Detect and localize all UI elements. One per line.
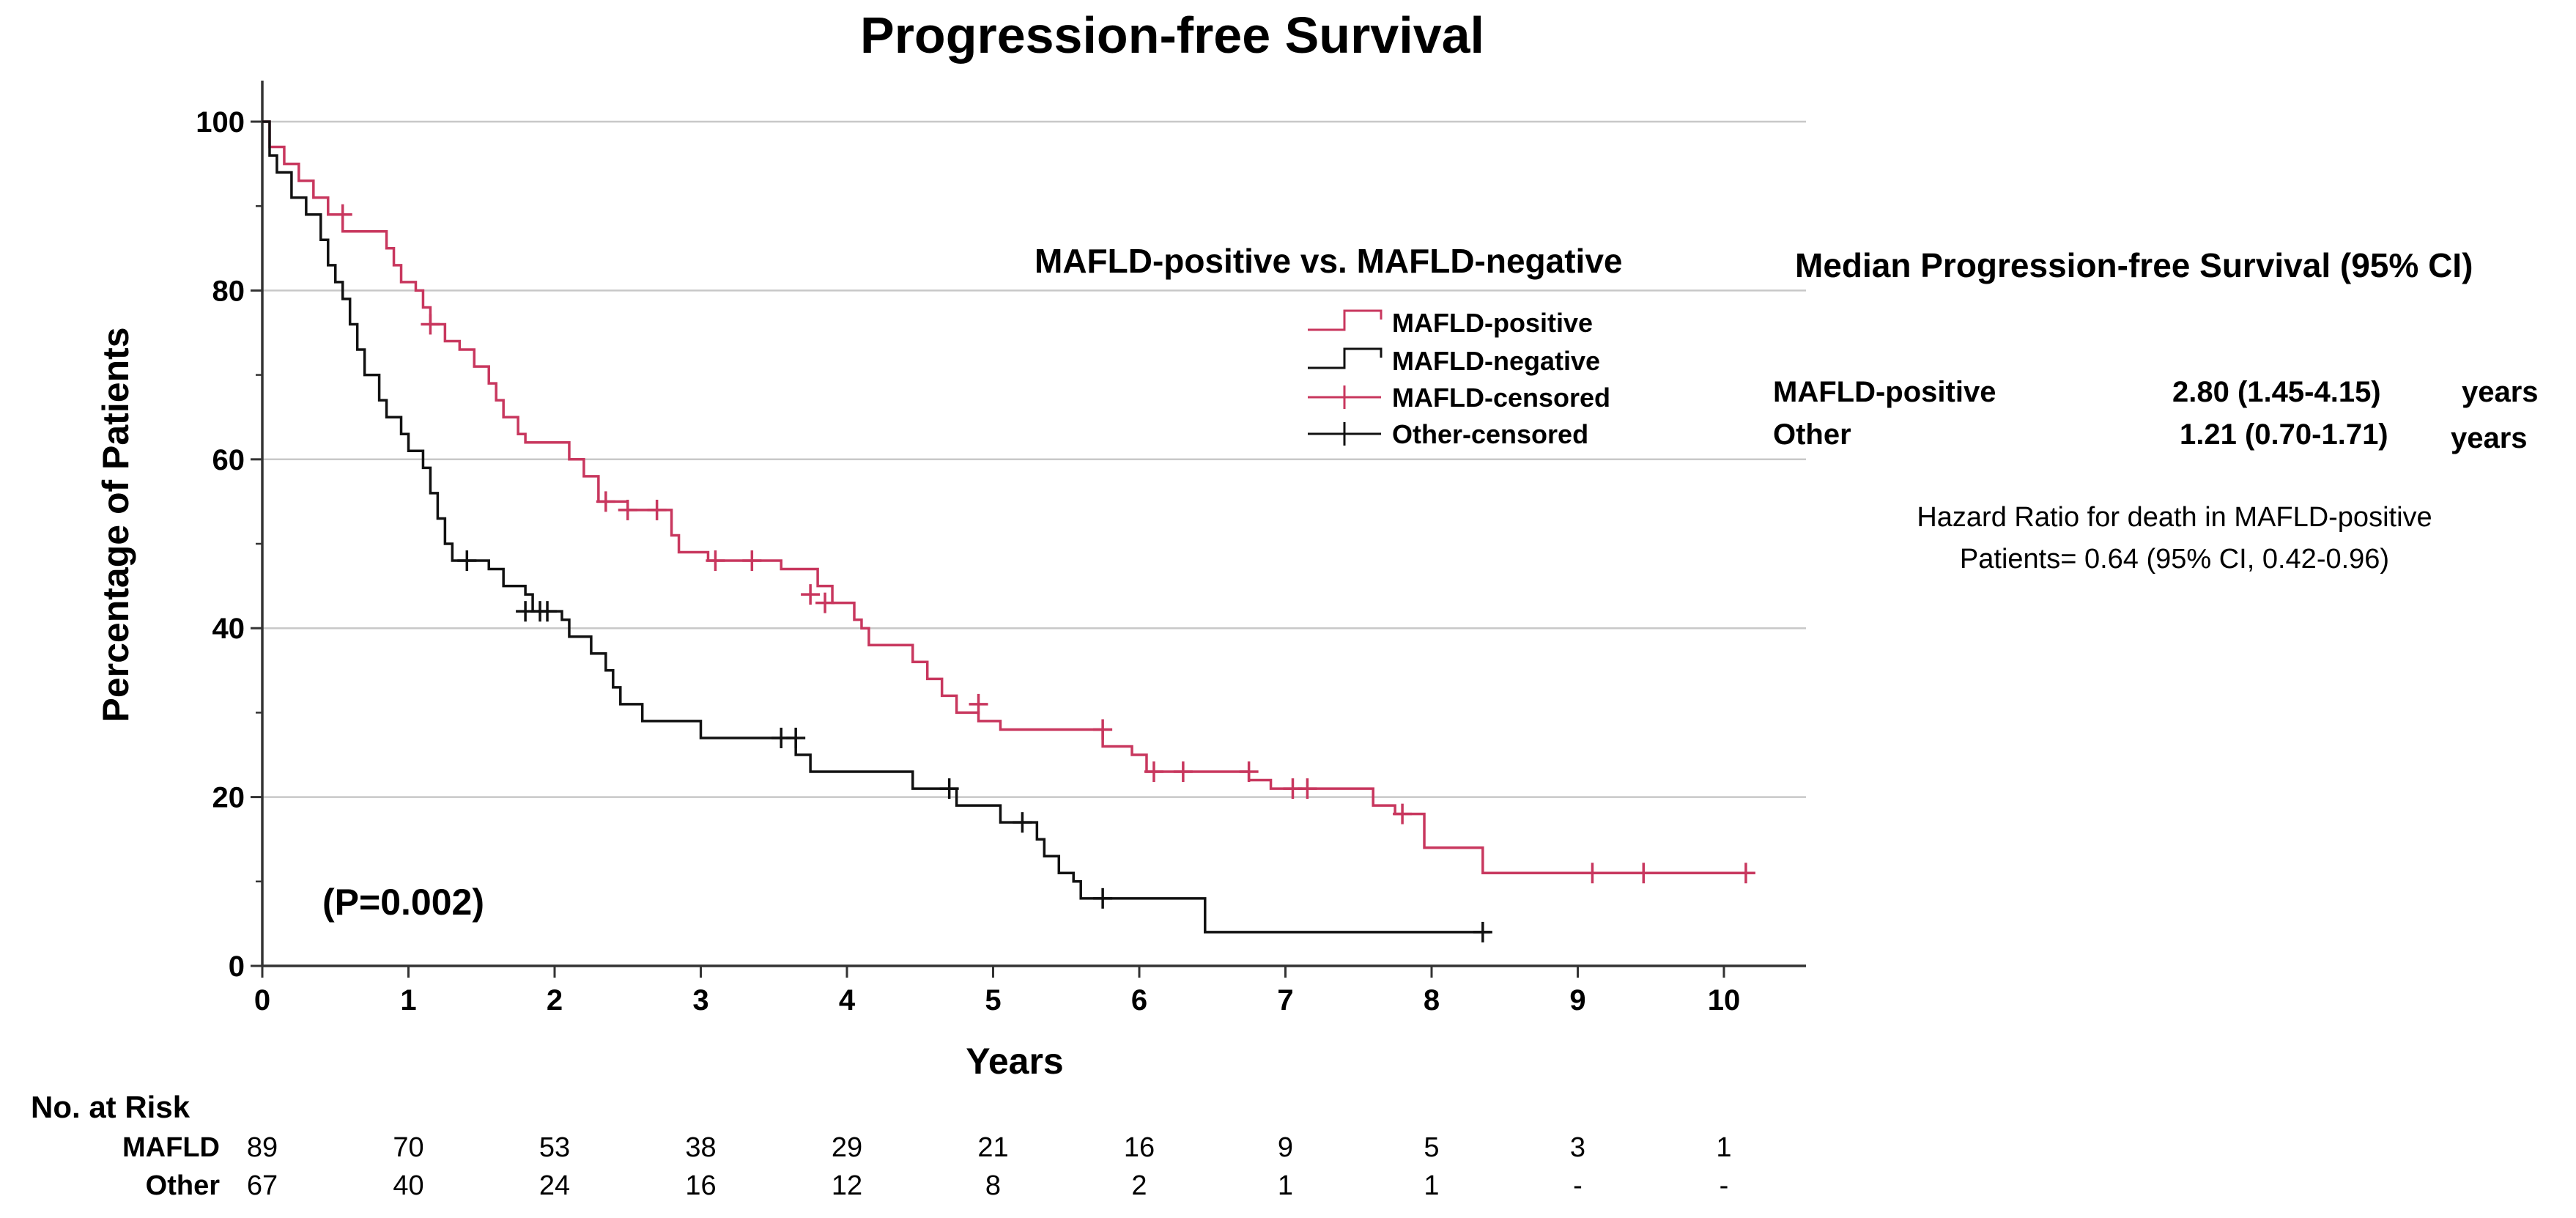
mafld-censor-mark [1173,761,1193,783]
y-tick-label-60: 60 [212,444,245,476]
x-tick-label-1: 1 [400,984,416,1016]
risk-value-other: 1 [1278,1170,1293,1201]
x-tick-label-4: 4 [839,984,856,1016]
x-tick-label-10: 10 [1708,984,1741,1016]
y-tick-label-40: 40 [212,613,245,645]
mafld-positive-curve [262,120,1753,875]
risk-value-other: 2 [1131,1170,1147,1201]
mafld-censor-mark [1736,863,1755,884]
y-tick-label-20: 20 [212,782,245,814]
hazard-line-1: Hazard Ratio for death in MAFLD-positive [1917,502,2432,533]
x-tick-label-6: 6 [1131,984,1147,1016]
risk-value-mafld: 29 [832,1132,862,1163]
legend-swatch-MAFLD-negative [1308,347,1383,369]
risk-value-other: 8 [985,1170,1001,1201]
mafld-censor-mark [1583,863,1602,884]
y-axis-label: Percentage of Patients [95,327,136,722]
risk-value-mafld: 89 [247,1132,278,1163]
mafld-negative-curve [262,120,1490,934]
y-tick-label-100: 100 [196,106,245,139]
risk-value-mafld: 3 [1570,1132,1585,1163]
censor-marks [333,204,1755,942]
median-value-mafld: 2.80 (1.45-4.15) [2172,376,2381,408]
other-censor-mark [1473,921,1492,942]
grid-lines [262,120,1806,798]
legend-label-MAFLD-positive: MAFLD-positive [1392,308,1593,338]
legend-label-MAFLD-negative: MAFLD-negative [1392,346,1600,376]
mafld-censor-mark [801,584,821,605]
x-tick-labels: 0 1 2 3 4 5 6 7 8 9 10 [254,984,1740,1016]
x-tick-label-7: 7 [1277,984,1293,1016]
chart-title: Progression-free Survival [860,7,1484,64]
risk-value-mafld: 5 [1424,1132,1439,1163]
risk-value-other: 16 [685,1170,716,1201]
legend: MAFLD-positive MAFLD-negative MAFLD-censor… [1308,308,1610,449]
risk-table-values: 89 70 53 38 29 21 16 9 5 3 167 40 24 16 12 8 2 1 1- - [247,1132,1732,1201]
risk-value-other: 40 [393,1170,423,1201]
median-group-other: Other [1773,418,1851,451]
risk-value-mafld: 9 [1278,1132,1293,1163]
legend-label-Other-censored: Other-censored [1392,419,1588,449]
risk-value-mafld: 38 [685,1132,716,1163]
mafld-censor-mark [706,550,725,572]
median-value-other: 1.21 (0.70-1.71) [2180,418,2388,451]
mafld-censor-mark [647,499,667,520]
y-tick-label-80: 80 [212,275,245,307]
mafld-censor-mark [618,499,637,520]
other-censor-mark [538,601,558,622]
risk-value-mafld: 21 [977,1132,1008,1163]
mafld-censor-mark [1634,863,1654,884]
other-censor-mark [457,550,477,572]
p-value-annotation: (P=0.002) [322,882,484,923]
mafld-censor-mark [333,204,352,225]
median-unit-mafld: years [2462,376,2539,408]
risk-value-other: - [1720,1170,1729,1201]
mafld-censor-mark [969,693,988,715]
risk-value-mafld: 70 [393,1132,423,1163]
risk-value-other: 67 [247,1170,278,1201]
risk-value-mafld: 53 [539,1132,570,1163]
mafld-censor-mark [1093,719,1113,740]
mafld-censor-mark [742,550,762,572]
risk-value-mafld: 16 [1124,1132,1155,1163]
mafld-censor-mark [1239,761,1259,783]
risk-value-other: 1 [1424,1170,1439,1201]
mafld-censor-mark [1393,803,1413,824]
x-tick-label-2: 2 [547,984,563,1016]
mafld-censor-mark [1298,778,1317,800]
risk-value-other: 12 [832,1170,862,1201]
other-censor-mark [939,778,959,800]
legend-swatch-MAFLD-positive [1308,309,1383,331]
risk-value-other: - [1573,1170,1583,1201]
median-group-mafld: MAFLD-positive [1773,376,1996,408]
x-tick-label-0: 0 [254,984,270,1016]
median-unit-other: years [2451,422,2528,454]
risk-value-other: 24 [539,1170,570,1201]
x-tick-label-9: 9 [1569,984,1585,1016]
risk-row-label-mafld: MAFLD [122,1132,220,1163]
mafld-censor-mark [596,491,615,512]
mafld-censor-mark [1144,761,1163,783]
y-tick-labels: 0 20 40 60 80 100 [196,106,245,983]
risk-value-mafld: 1 [1716,1132,1731,1163]
mafld-censor-mark [815,592,835,613]
other-censor-mark [1093,887,1113,909]
risk-table-title: No. at Risk [31,1090,190,1124]
legend-label-MAFLD-censored: MAFLD-censored [1392,383,1610,413]
x-axis-label: Years [966,1041,1063,1082]
y-tick-label-0: 0 [229,951,245,983]
x-tick-label-3: 3 [692,984,708,1016]
risk-row-label-other: Other [146,1170,221,1201]
legend-title: MAFLD-positive vs. MAFLD-negative [1035,242,1623,280]
x-tick-label-5: 5 [985,984,1001,1016]
other-censor-mark [786,727,806,748]
median-title: Median Progression-free Survival (95% CI… [1795,246,2473,284]
x-tick-label-8: 8 [1424,984,1440,1016]
mafld-censor-mark [421,314,440,335]
other-censor-mark [1013,812,1032,833]
axes [251,81,1806,978]
hazard-line-2: Patients= 0.64 (95% CI, 0.42-0.96) [1960,544,2389,575]
